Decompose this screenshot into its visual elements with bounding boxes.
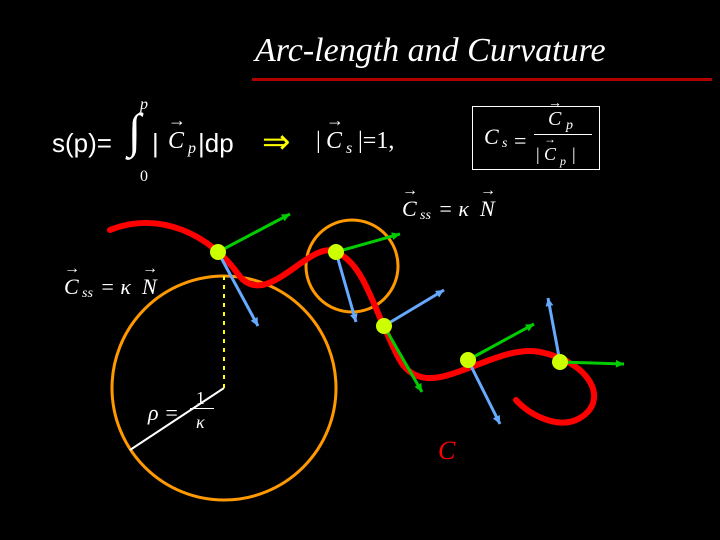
diagram-svg	[0, 0, 720, 540]
slide-root: Arc-length and Curvature s(p)= p ∫ 0 | →…	[0, 0, 720, 540]
